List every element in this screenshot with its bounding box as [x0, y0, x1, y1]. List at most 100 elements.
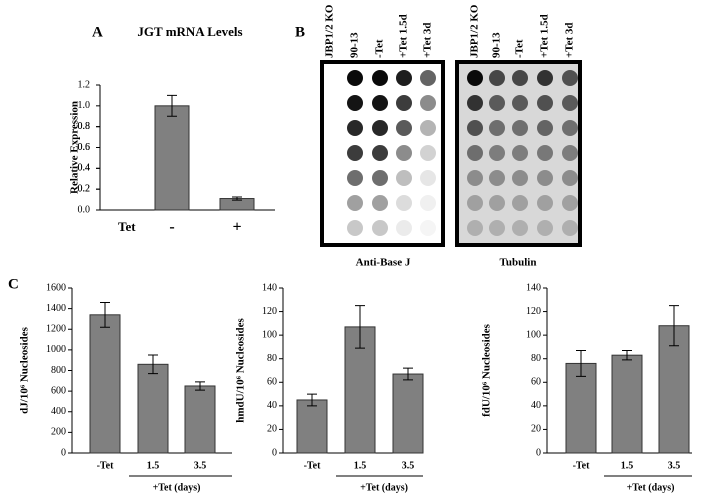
blot-dot: [347, 95, 363, 111]
blot-dot: [562, 145, 578, 161]
panel-label: A: [92, 24, 103, 40]
blot-dot: [420, 70, 436, 86]
blot-dot: [347, 120, 363, 136]
blot-dot: [489, 170, 505, 186]
blot-dot: [396, 145, 412, 161]
y-tick-label: 140: [262, 282, 277, 293]
y-tick-label: 0.6: [78, 142, 91, 153]
blot-dot: [512, 220, 528, 236]
blot-dot: [372, 170, 388, 186]
lane-label: JBP1/2 KO: [469, 4, 481, 58]
error-bar: [403, 367, 413, 381]
y-tick-label: 0.6: [78, 142, 91, 153]
y-tick-label: 120: [262, 306, 277, 317]
panel-label: B: [295, 24, 305, 40]
blot-dot: [537, 195, 553, 211]
bar: [89, 314, 121, 454]
y-tick-label: 0.2: [78, 183, 91, 194]
blot-dot: [489, 70, 505, 86]
lane-label: 90-13: [349, 32, 361, 58]
blot-dot: [396, 70, 412, 86]
blot-dot: [420, 195, 436, 211]
blot-dot: [347, 170, 363, 186]
y-tick-label: 0: [272, 447, 277, 458]
y-tick-label: 1200: [46, 324, 66, 335]
lane-label: +Tet 1.5d: [539, 14, 551, 58]
panel-label: C: [8, 276, 19, 292]
blot-dot: [467, 120, 483, 136]
blot-dot: [467, 220, 483, 236]
blot-dot: [372, 70, 388, 86]
x-tick-label: 3.5: [668, 460, 681, 471]
blot-dot: [396, 95, 412, 111]
blot-dot: [347, 195, 363, 211]
lane-label: JBP1/2 KO: [324, 4, 336, 58]
blot-dot: [396, 195, 412, 211]
x-tick-label: 1.5: [147, 460, 160, 471]
y-tick-label: 800: [51, 365, 66, 376]
error-bar: [307, 393, 317, 407]
y-tick-label: 100: [262, 329, 277, 340]
blot-dot: [372, 220, 388, 236]
y-tick-label: 1000: [46, 344, 66, 355]
y-tick-label: 80: [267, 353, 277, 364]
y-tick-label: 1600: [46, 282, 66, 293]
blot-dot: [420, 220, 436, 236]
lane-label: +Tet 3d: [422, 22, 434, 58]
blot-dot: [396, 170, 412, 186]
blot-dot: [372, 120, 388, 136]
error-bar: [232, 196, 242, 201]
blot-dot: [420, 95, 436, 111]
y-tick-label: 60: [267, 377, 277, 388]
y-tick-label: 0.0: [78, 204, 91, 215]
y-tick-label: 20: [267, 424, 277, 435]
blot-dot: [562, 195, 578, 211]
blot-dot: [372, 145, 388, 161]
x-tick-label: -Tet: [573, 460, 591, 471]
blot-dot: [420, 120, 436, 136]
blot-dot: [347, 145, 363, 161]
y-tick-label: 1.0: [78, 100, 91, 111]
blot-dot: [467, 145, 483, 161]
error-bar: [100, 301, 110, 328]
lane-label: +Tet 1.5d: [398, 14, 410, 58]
y-tick-label: 20: [531, 424, 541, 435]
blot-dot: [489, 220, 505, 236]
x-axis-label: Tet: [118, 219, 136, 234]
x-tick-label: -Tet: [304, 460, 322, 471]
blot-dot: [467, 170, 483, 186]
blot-dot: [512, 70, 528, 86]
blot-dot: [489, 145, 505, 161]
y-tick-label: 80: [531, 353, 541, 364]
blot-dot: [347, 220, 363, 236]
error-bar: [195, 381, 205, 391]
lane-label: 90-13: [491, 32, 503, 58]
blot-dot: [420, 170, 436, 186]
blot-dot: [512, 170, 528, 186]
blot-dot: [489, 120, 505, 136]
y-tick-label: 40: [531, 400, 541, 411]
y-tick-label: 0.4: [78, 163, 91, 174]
y-tick-label: 100: [526, 329, 541, 340]
y-axis-label: dJ/10⁶ Nucleosides: [19, 326, 31, 413]
blot-dot: [467, 195, 483, 211]
blot-dot: [396, 220, 412, 236]
lane-label: -Tet: [374, 39, 386, 58]
y-tick-label: 200: [51, 427, 66, 438]
y-tick-label: 0.8: [78, 121, 91, 132]
lane-label: +Tet 3d: [564, 22, 576, 58]
blot-dot: [537, 220, 553, 236]
blot-dot: [512, 95, 528, 111]
blot-dot: [537, 120, 553, 136]
y-tick-label: 0.8: [78, 121, 91, 132]
y-tick-label: 120: [526, 306, 541, 317]
bar: [296, 399, 328, 454]
error-bar: [622, 349, 632, 361]
group-label: +Tet (days): [627, 482, 675, 493]
group-label: +Tet (days): [153, 482, 201, 493]
error-bar: [355, 305, 365, 349]
y-tick-label: 40: [267, 400, 277, 411]
blot-dot: [372, 95, 388, 111]
blot-dot: [347, 70, 363, 86]
